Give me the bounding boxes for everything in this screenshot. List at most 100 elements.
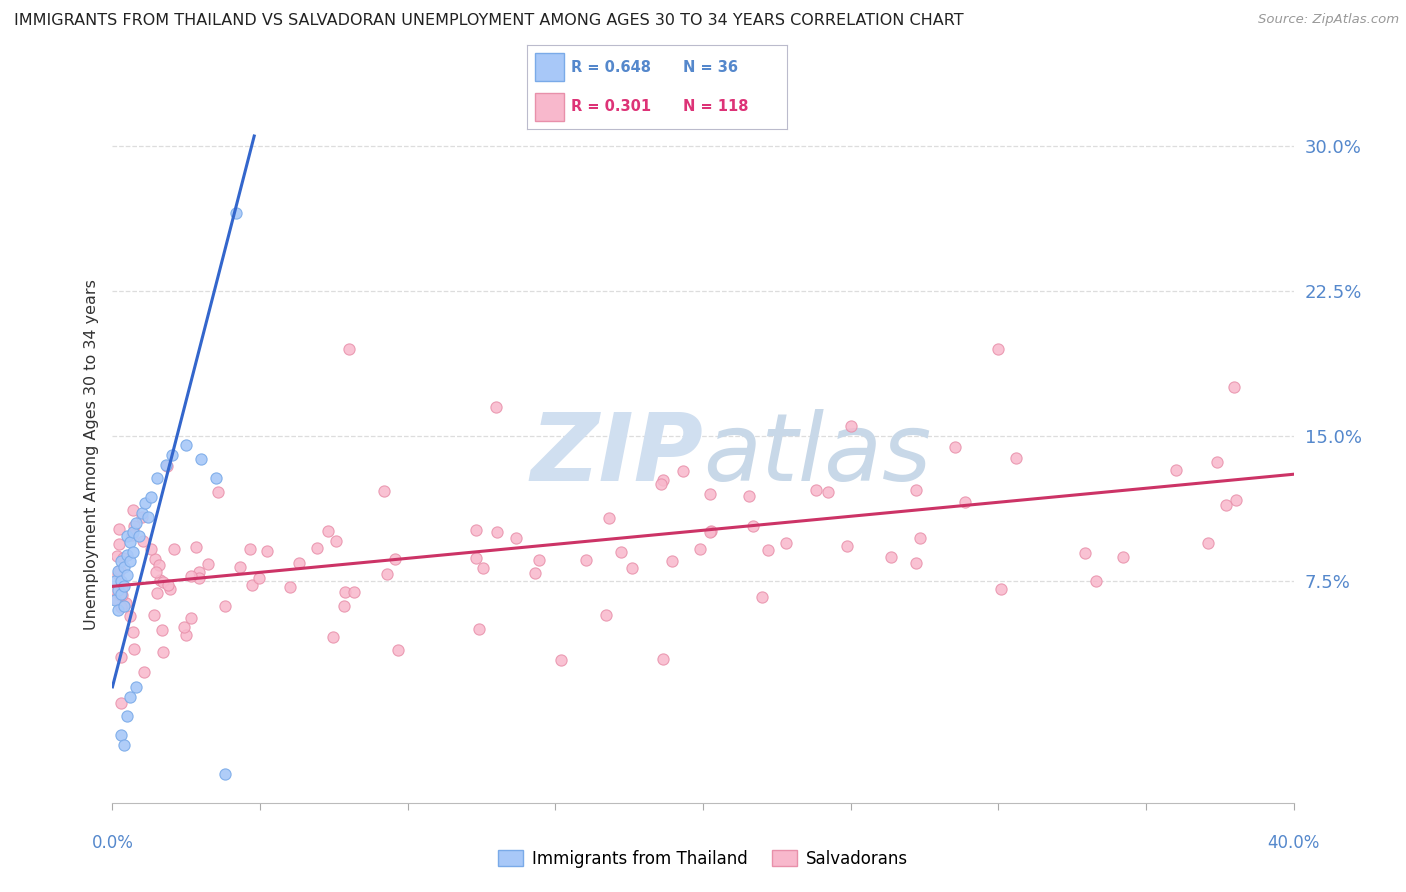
Point [132,534,155,549]
FancyBboxPatch shape [536,54,564,81]
Point [131,510,153,524]
Point [1223,380,1246,394]
Text: 0.0%: 0.0% [91,834,134,852]
Point [111,551,134,566]
Point [943,440,966,454]
Point [149,573,172,587]
Point [157,578,180,592]
Point [1004,450,1026,465]
Point [387,643,409,657]
Point [143,608,166,623]
Text: atlas: atlas [703,409,931,500]
Point [839,419,862,434]
Point [699,486,721,500]
Point [1085,574,1108,589]
Point [112,738,135,752]
Point [305,541,328,556]
Point [115,596,138,610]
Point [904,483,927,497]
Point [661,554,683,568]
Point [159,582,181,596]
Point [775,535,797,549]
Point [910,531,932,545]
Point [112,579,135,593]
Point [375,566,398,581]
Point [225,206,247,220]
Point [214,599,236,613]
Point [652,652,675,666]
Point [524,566,547,580]
Point [107,583,129,598]
Point [108,563,131,577]
Point [120,554,142,568]
Point [143,551,166,566]
Point [136,509,159,524]
Point [122,525,145,540]
Point [117,567,138,582]
Point [110,554,132,568]
Point [904,556,927,570]
Point [214,766,236,781]
Point [134,496,156,510]
Point [486,524,509,539]
Point [117,549,138,563]
Point [110,697,132,711]
Point [1205,455,1227,469]
Text: 40.0%: 40.0% [1267,834,1320,852]
Point [835,539,858,553]
Point [125,516,148,530]
Point [111,582,134,596]
Point [1166,463,1188,477]
Point [205,471,228,485]
Point [1074,546,1097,560]
Point [145,565,167,579]
Point [107,602,129,616]
Point [117,708,138,723]
Point [148,558,170,572]
Text: IMMIGRANTS FROM THAILAND VS SALVADORAN UNEMPLOYMENT AMONG AGES 30 TO 34 YEARS CO: IMMIGRANTS FROM THAILAND VS SALVADORAN U… [14,13,963,29]
Point [333,599,356,613]
Point [1112,550,1135,565]
Point [756,543,779,558]
Point [278,580,301,594]
Point [190,451,212,466]
Point [107,567,129,582]
Point [472,561,495,575]
Text: Source: ZipAtlas.com: Source: ZipAtlas.com [1258,13,1399,27]
Point [817,485,839,500]
Point [146,471,169,485]
Point [124,518,146,533]
Point [120,690,142,704]
Point [110,728,132,742]
Point [598,511,620,525]
Point [652,473,675,487]
Point [108,537,131,551]
Point [343,585,366,599]
Text: N = 36: N = 36 [683,60,738,75]
Point [155,458,177,472]
Point [247,571,270,585]
Point [990,582,1012,596]
Point [105,549,128,564]
Text: R = 0.301: R = 0.301 [571,99,651,114]
Point [120,609,142,624]
Point [184,540,207,554]
Point [672,464,695,478]
Point [188,571,211,585]
Point [152,575,174,590]
Point [112,560,135,574]
Point [139,491,162,505]
Point [104,592,127,607]
Point [240,577,263,591]
Point [107,564,129,578]
Point [738,489,761,503]
Point [288,556,311,570]
Point [110,650,132,665]
Point [804,483,827,498]
Point [180,569,202,583]
Point [229,559,252,574]
Point [527,553,550,567]
Point [108,522,131,536]
Point [485,400,508,414]
Point [105,592,128,607]
